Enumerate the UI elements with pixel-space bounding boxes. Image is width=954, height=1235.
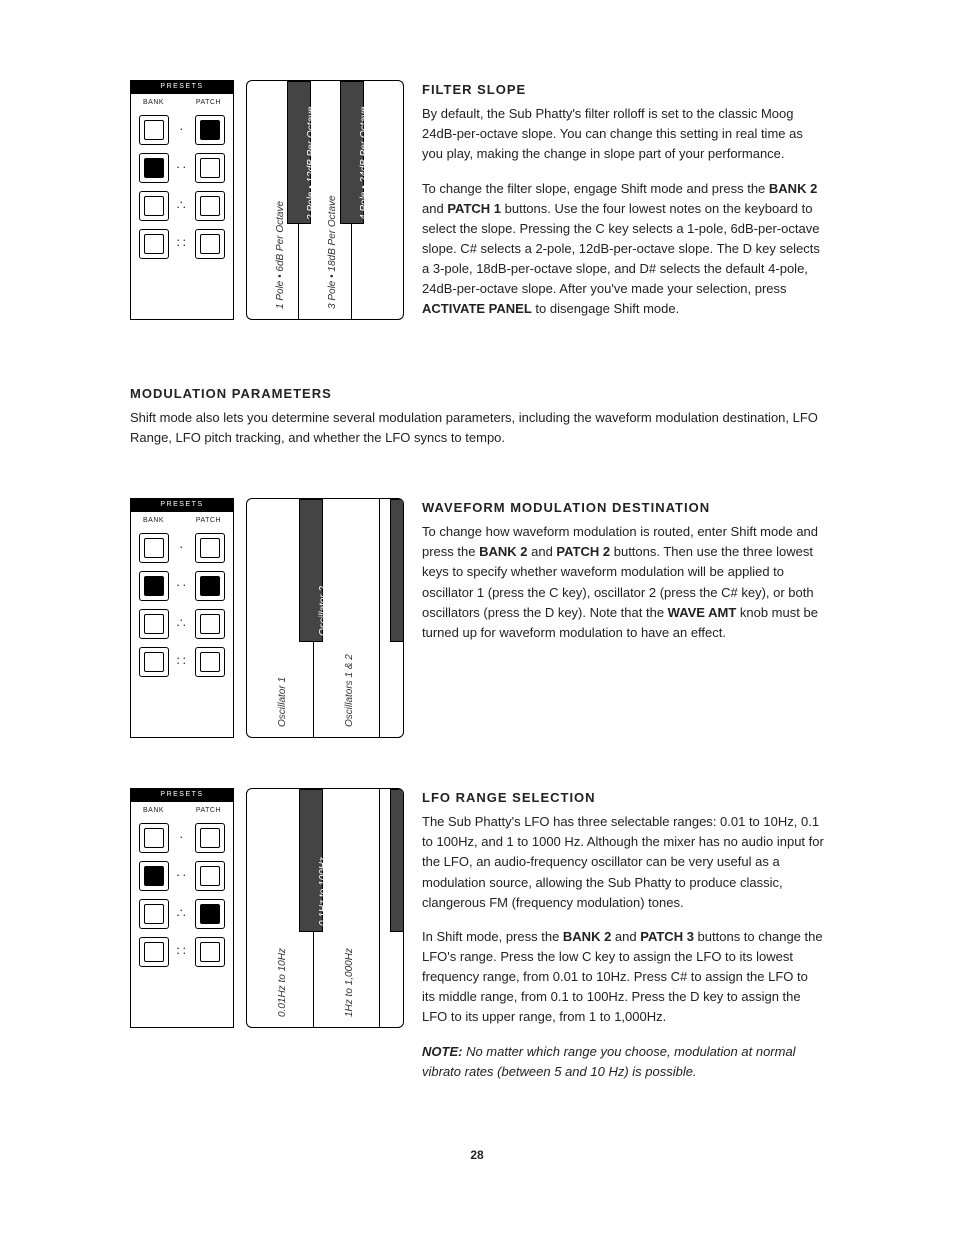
preset-button[interactable] — [139, 647, 169, 677]
key-csharp[interactable]: 2 Pole • 12dB Per Octave — [287, 81, 311, 224]
keyboard-waveform: Oscillator 1 Oscillators 1 & 2 Oscillato… — [246, 498, 404, 738]
col-bank-label: BANK — [143, 806, 164, 817]
preset-button[interactable] — [139, 533, 169, 563]
preset-button[interactable] — [195, 823, 225, 853]
preset-button[interactable] — [139, 571, 169, 601]
filter-slope-p2: To change the filter slope, engage Shift… — [422, 179, 824, 320]
page-number: 28 — [130, 1146, 824, 1165]
dots-icon: • • — [172, 584, 192, 588]
preset-button[interactable] — [139, 115, 169, 145]
col-bank-label: BANK — [143, 98, 164, 109]
dots-icon: • • — [172, 874, 192, 878]
col-bank-label: BANK — [143, 516, 164, 527]
modulation-intro-section: MODULATION PARAMETERS Shift mode also le… — [130, 384, 824, 448]
presets-panel: PRESETS BANK PATCH • • • •• • — [130, 80, 234, 320]
presets-title: PRESETS — [131, 789, 233, 802]
keyboard-lfo: 0.01Hz to 10Hz 1Hz to 1,000Hz 0.1Hz to 1… — [246, 788, 404, 1028]
presets-title: PRESETS — [131, 499, 233, 512]
presets-panel: PRESETS BANK PATCH • • • •• • — [130, 498, 234, 738]
preset-button[interactable] — [195, 153, 225, 183]
preset-button[interactable] — [195, 229, 225, 259]
key-csharp[interactable]: Oscillator 2 — [299, 499, 323, 642]
col-patch-label: PATCH — [196, 516, 221, 527]
preset-button[interactable] — [139, 899, 169, 929]
waveform-heading: WAVEFORM MODULATION DESTINATION — [422, 498, 824, 518]
lfo-note: NOTE: No matter which range you choose, … — [422, 1042, 824, 1082]
preset-button[interactable] — [195, 609, 225, 639]
key-dsharp[interactable]: 4 Pole • 24dB Per Octave — [340, 81, 364, 224]
col-patch-label: PATCH — [196, 806, 221, 817]
preset-row-2: • • — [137, 149, 227, 187]
preset-button[interactable] — [195, 115, 225, 145]
preset-button[interactable] — [195, 861, 225, 891]
preset-row-4: • •• • — [137, 225, 227, 263]
preset-button[interactable] — [139, 609, 169, 639]
waveform-section: PRESETS BANK PATCH • • • •• • — [130, 498, 824, 738]
preset-button[interactable] — [195, 533, 225, 563]
presets-panel: PRESETS BANK PATCH • • • •• • — [130, 788, 234, 1028]
key-dsharp-partial — [390, 499, 404, 642]
preset-button[interactable] — [139, 861, 169, 891]
preset-button[interactable] — [139, 823, 169, 853]
preset-button[interactable] — [195, 191, 225, 221]
dots-icon: • — [172, 128, 192, 132]
dots-icon: •• • — [172, 201, 192, 210]
preset-button[interactable] — [195, 571, 225, 601]
col-patch-label: PATCH — [196, 98, 221, 109]
lfo-heading: LFO RANGE SELECTION — [422, 788, 824, 808]
key-dsharp-partial — [390, 789, 404, 932]
keyboard-filter-slope: 1 Pole • 6dB Per Octave 3 Pole • 18dB Pe… — [246, 80, 404, 320]
dots-icon: • •• • — [172, 947, 192, 956]
lfo-p1: The Sub Phatty's LFO has three selectabl… — [422, 812, 824, 913]
preset-button[interactable] — [139, 937, 169, 967]
modulation-heading: MODULATION PARAMETERS — [130, 384, 824, 404]
key-csharp[interactable]: 0.1Hz to 100Hz — [299, 789, 323, 932]
modulation-intro: Shift mode also lets you determine sever… — [130, 408, 824, 448]
dots-icon: • — [172, 836, 192, 840]
preset-button[interactable] — [139, 229, 169, 259]
preset-button[interactable] — [139, 191, 169, 221]
dots-icon: • •• • — [172, 657, 192, 666]
lfo-section: PRESETS BANK PATCH • • • •• • — [130, 788, 824, 1096]
preset-row-1: • — [137, 111, 227, 149]
waveform-p1: To change how waveform modulation is rou… — [422, 522, 824, 643]
dots-icon: • — [172, 546, 192, 550]
dots-icon: • •• • — [172, 239, 192, 248]
filter-slope-section: PRESETS BANK PATCH • • • •• • — [130, 80, 824, 334]
filter-slope-p1: By default, the Sub Phatty's filter roll… — [422, 104, 824, 164]
preset-row-3: •• • — [137, 187, 227, 225]
dots-icon: •• • — [172, 909, 192, 918]
lfo-p2: In Shift mode, press the BANK 2 and PATC… — [422, 927, 824, 1028]
presets-title: PRESETS — [131, 81, 233, 94]
preset-button[interactable] — [195, 647, 225, 677]
dots-icon: • • — [172, 166, 192, 170]
preset-button[interactable] — [139, 153, 169, 183]
preset-button[interactable] — [195, 937, 225, 967]
dots-icon: •• • — [172, 619, 192, 628]
filter-slope-heading: FILTER SLOPE — [422, 80, 824, 100]
preset-button[interactable] — [195, 899, 225, 929]
